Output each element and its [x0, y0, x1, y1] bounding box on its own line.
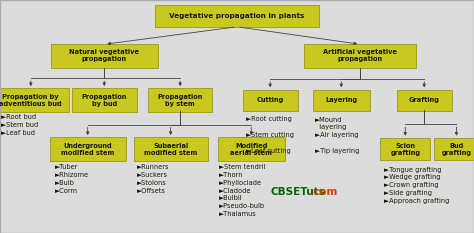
Text: Modified
aerial stem: Modified aerial stem	[230, 143, 272, 156]
FancyBboxPatch shape	[218, 137, 284, 161]
Text: Grafting: Grafting	[409, 97, 440, 103]
Text: Underground
modified stem: Underground modified stem	[61, 143, 114, 156]
Text: ►Mound
  layering
►Air layering

►Tip layering: ►Mound layering ►Air layering ►Tip layer…	[315, 116, 360, 154]
FancyBboxPatch shape	[0, 89, 69, 112]
Text: Natural vegetative
propagation: Natural vegetative propagation	[69, 49, 139, 62]
FancyBboxPatch shape	[155, 5, 319, 27]
Text: .com: .com	[309, 187, 337, 197]
Text: Layering: Layering	[325, 97, 357, 103]
Text: ►Tuber
►Rhizome
►Bulb
►Corm: ►Tuber ►Rhizome ►Bulb ►Corm	[55, 164, 89, 194]
FancyBboxPatch shape	[304, 44, 416, 68]
Text: Propagation by
adventitious bud: Propagation by adventitious bud	[0, 94, 62, 107]
FancyBboxPatch shape	[148, 89, 212, 112]
Text: ►Stem tendril
►Thorn
►Phylloclade
►Cladode
►Bulbil
►Pseudo-bulb
►Thalamus: ►Stem tendril ►Thorn ►Phylloclade ►Clado…	[219, 164, 265, 217]
FancyBboxPatch shape	[134, 137, 208, 161]
FancyBboxPatch shape	[49, 137, 126, 161]
Text: ►Root cutting

►Stem cutting

►Leaf cutting: ►Root cutting ►Stem cutting ►Leaf cuttin…	[246, 116, 293, 154]
FancyBboxPatch shape	[397, 90, 452, 111]
FancyBboxPatch shape	[380, 138, 430, 160]
FancyBboxPatch shape	[313, 90, 370, 111]
Text: Cutting: Cutting	[256, 97, 284, 103]
FancyBboxPatch shape	[72, 89, 137, 112]
Text: ►Tongue grafting
►Wedge grafting
►Crown grafting
►Side grafting
►Approach grafti: ►Tongue grafting ►Wedge grafting ►Crown …	[384, 167, 449, 204]
Text: Vegetative propagation in plants: Vegetative propagation in plants	[169, 13, 305, 19]
Text: Propagation
by bud: Propagation by bud	[82, 94, 127, 107]
Text: Bud
grafting: Bud grafting	[441, 143, 472, 156]
Text: Subaerial
modified stem: Subaerial modified stem	[144, 143, 197, 156]
FancyBboxPatch shape	[434, 138, 474, 160]
FancyBboxPatch shape	[51, 44, 158, 68]
Text: CBSETuts: CBSETuts	[270, 187, 325, 197]
Text: Artificial vegetative
propagation: Artificial vegetative propagation	[323, 49, 397, 62]
Text: Propagation
by stem: Propagation by stem	[157, 94, 203, 107]
FancyBboxPatch shape	[243, 90, 298, 111]
Text: ►Runners
►Suckers
►Stolons
►Offsets: ►Runners ►Suckers ►Stolons ►Offsets	[137, 164, 169, 194]
Text: Scion
grafting: Scion grafting	[390, 143, 420, 156]
Text: ►Root bud
►Stem bud
►Leaf bud: ►Root bud ►Stem bud ►Leaf bud	[1, 114, 38, 136]
